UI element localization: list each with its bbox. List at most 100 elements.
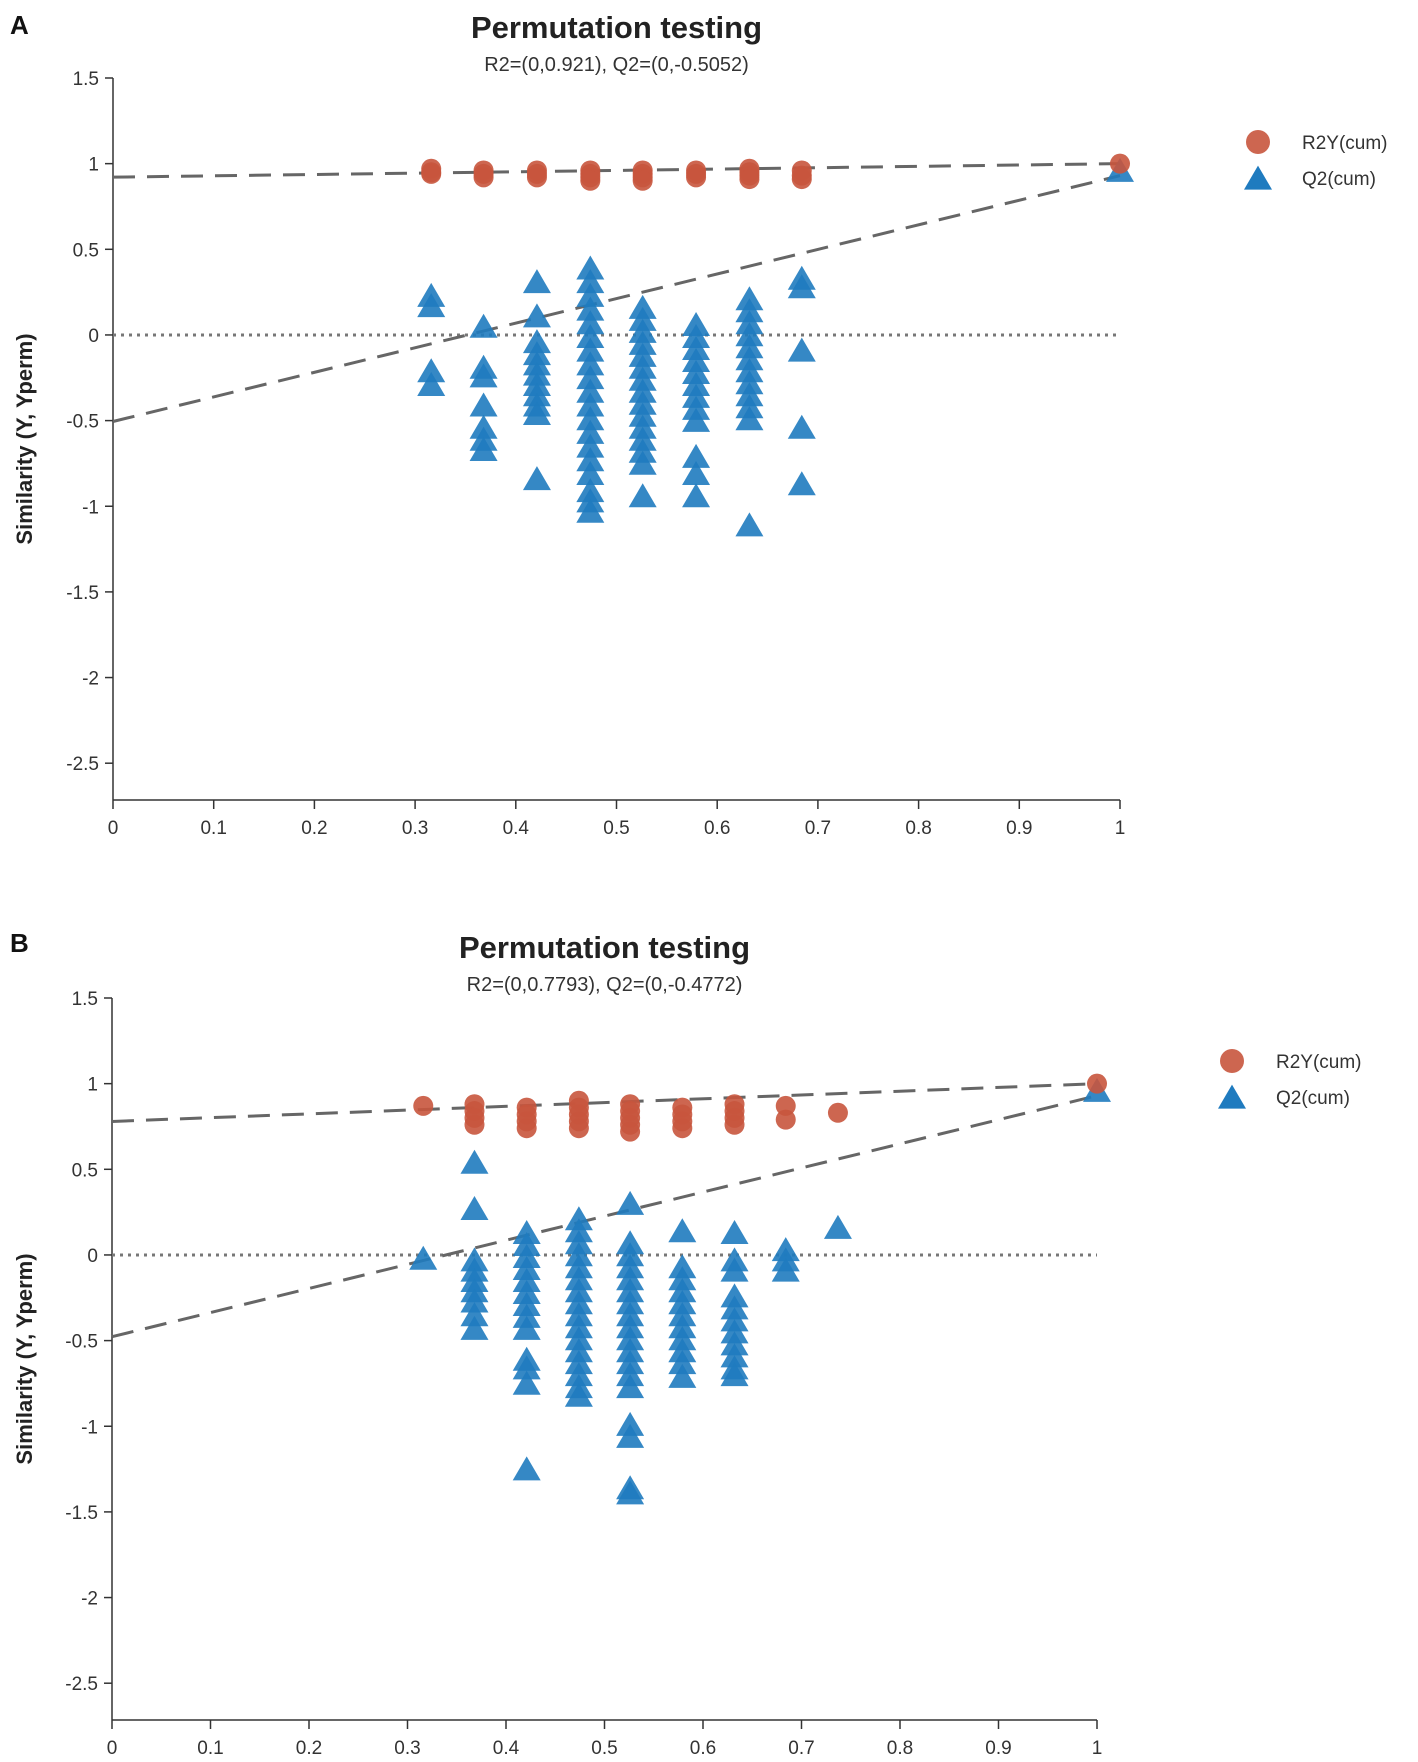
x-tick-label: 0 bbox=[108, 818, 119, 839]
x-tick-label: 0.3 bbox=[394, 1738, 420, 1759]
r2-point bbox=[827, 1102, 848, 1123]
y-tick-label: -1 bbox=[82, 497, 99, 518]
y-tick-label: 0.5 bbox=[73, 240, 99, 261]
x-tick-label: 0.5 bbox=[603, 818, 629, 839]
legend-r2-marker bbox=[1220, 1049, 1244, 1073]
q2-point bbox=[668, 1363, 697, 1388]
q2-point bbox=[668, 1350, 697, 1375]
panel-b-chart: B Permutation testing R2=(0,0.7793), Q2=(0… bbox=[10, 928, 1362, 1759]
q2-point bbox=[522, 401, 551, 426]
q2-point bbox=[616, 1374, 645, 1399]
q2-point bbox=[469, 363, 498, 388]
y-axis-label: Similarity (Y, Yperm) bbox=[12, 333, 37, 544]
q2-point bbox=[576, 498, 605, 523]
x-tick-label: 0.8 bbox=[887, 1738, 913, 1759]
q2-point bbox=[787, 471, 816, 496]
x-tick-label: 0.1 bbox=[200, 818, 226, 839]
q2-point bbox=[460, 1302, 489, 1327]
y-tick-label: -2.5 bbox=[65, 1674, 98, 1695]
r2-point bbox=[791, 169, 812, 190]
r2-point bbox=[739, 169, 760, 190]
q2-point bbox=[417, 293, 446, 318]
x-tick-label: 0.2 bbox=[301, 818, 327, 839]
q2-point bbox=[720, 1257, 749, 1282]
r2-point bbox=[724, 1114, 745, 1135]
q2-point bbox=[682, 443, 711, 468]
r2-point bbox=[421, 163, 442, 184]
r2-point bbox=[413, 1095, 434, 1116]
legend-q2-label: Q2(cum) bbox=[1302, 169, 1376, 190]
q2-point bbox=[735, 512, 764, 537]
r2-point bbox=[568, 1118, 589, 1139]
q2-point bbox=[522, 303, 551, 328]
q2-regression-line bbox=[112, 174, 1121, 423]
y-axis-label: Similarity (Y, Yperm) bbox=[12, 1253, 37, 1464]
x-tick-label: 0.2 bbox=[296, 1738, 322, 1759]
q2-point bbox=[417, 358, 446, 383]
x-tick-label: 0.9 bbox=[1006, 818, 1032, 839]
y-tick-label: -2 bbox=[82, 669, 99, 690]
y-tick-label: 0 bbox=[88, 326, 99, 347]
q2-point bbox=[469, 437, 498, 462]
y-tick-label: 0.5 bbox=[72, 1160, 98, 1181]
q2-point bbox=[522, 269, 551, 294]
r2-point bbox=[526, 167, 547, 188]
panel-label: A bbox=[10, 10, 29, 40]
q2-point bbox=[564, 1382, 593, 1407]
r2-point bbox=[620, 1121, 641, 1142]
legend-q2-label: Q2(cum) bbox=[1276, 1088, 1350, 1109]
y-tick-label: 1.5 bbox=[73, 69, 99, 90]
q2-point bbox=[576, 351, 605, 376]
q2-point bbox=[576, 323, 605, 348]
x-tick-label: 0.8 bbox=[905, 818, 931, 839]
y-tick-label: -1.5 bbox=[65, 1503, 98, 1524]
legend-r2-label: R2Y(cum) bbox=[1276, 1052, 1362, 1073]
q2-point bbox=[787, 414, 816, 439]
chart-subtitle: R2=(0,0.921), Q2=(0,-0.5052) bbox=[484, 54, 749, 76]
x-tick-label: 0.9 bbox=[985, 1738, 1011, 1759]
r2-point bbox=[473, 167, 494, 188]
r2-point bbox=[775, 1109, 796, 1130]
q2-point bbox=[720, 1219, 749, 1244]
q2-point bbox=[417, 371, 446, 396]
q2-point bbox=[512, 1456, 541, 1481]
chart-subtitle: R2=(0,0.7793), Q2=(0,-0.4772) bbox=[467, 974, 743, 996]
x-tick-label: 0.4 bbox=[503, 818, 530, 839]
y-tick-label: 1 bbox=[87, 1075, 98, 1096]
q2-point bbox=[787, 274, 816, 299]
y-tick-label: -1 bbox=[81, 1417, 98, 1438]
q2-point bbox=[576, 392, 605, 417]
x-tick-label: 0.3 bbox=[402, 818, 428, 839]
r2-point bbox=[464, 1114, 485, 1135]
r2-regression-line bbox=[112, 162, 1121, 179]
x-tick-label: 1 bbox=[1115, 818, 1126, 839]
q2-point bbox=[522, 466, 551, 491]
q2-point bbox=[460, 1288, 489, 1313]
legend-r2-label: R2Y(cum) bbox=[1302, 133, 1388, 154]
q2-point bbox=[576, 461, 605, 486]
q2-point bbox=[682, 407, 711, 432]
y-tick-label: -0.5 bbox=[66, 412, 99, 433]
q2-point bbox=[628, 450, 657, 475]
q2-point bbox=[823, 1214, 852, 1239]
q2-point bbox=[616, 1480, 645, 1505]
r2-point bbox=[775, 1095, 796, 1116]
x-tick-label: 0.4 bbox=[493, 1738, 520, 1759]
q2-point bbox=[576, 378, 605, 403]
q2-point bbox=[576, 433, 605, 458]
chart-title: Permutation testing bbox=[459, 930, 750, 965]
y-tick-label: -1.5 bbox=[66, 583, 99, 604]
q2-point bbox=[616, 1190, 645, 1215]
x-tick-label: 0 bbox=[107, 1738, 118, 1759]
x-tick-label: 0.7 bbox=[805, 818, 831, 839]
q2-point bbox=[616, 1423, 645, 1448]
q2-point bbox=[512, 1370, 541, 1395]
q2-point bbox=[576, 296, 605, 321]
q2-point bbox=[576, 419, 605, 444]
q2-point bbox=[576, 282, 605, 307]
q2-point bbox=[668, 1218, 697, 1243]
q2-point bbox=[409, 1245, 438, 1270]
x-tick-label: 0.6 bbox=[704, 818, 730, 839]
x-tick-label: 0.5 bbox=[591, 1738, 617, 1759]
